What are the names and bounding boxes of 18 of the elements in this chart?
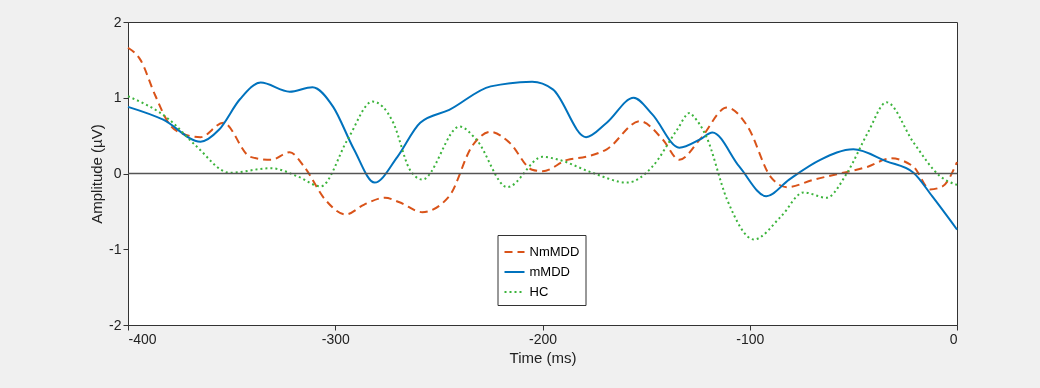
y-axis-title: Amplitude (µV) (88, 124, 106, 224)
x-tick-label: -400 (128, 330, 157, 347)
y-tick-label: 1 (113, 89, 122, 106)
x-tick-label: 0 (949, 330, 958, 347)
y-tick-label: 2 (113, 13, 122, 30)
legend-label: NmMDD (529, 244, 580, 259)
line-series (127, 80, 958, 231)
line-series (127, 95, 958, 241)
x-tick-label: -300 (321, 330, 350, 347)
legend-label: mMDD (529, 264, 570, 279)
x-tick-label: -200 (528, 330, 558, 347)
x-axis-title: Time (ms) (509, 348, 577, 366)
y-tick-label: 0 (113, 165, 122, 181)
x-tick-label: -100 (736, 330, 765, 347)
y-tick-label: -1 (109, 240, 122, 257)
legend-label: HC (529, 284, 549, 299)
y-tick-label: -2 (109, 316, 122, 333)
line-series (127, 46, 958, 216)
